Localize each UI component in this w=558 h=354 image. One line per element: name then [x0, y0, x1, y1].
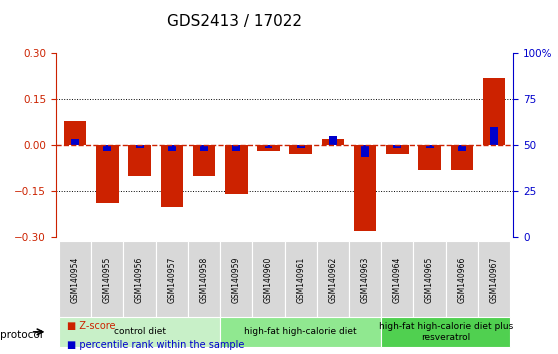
Text: GSM140959: GSM140959: [232, 256, 240, 303]
Bar: [393, 145, 401, 148]
Text: control diet: control diet: [114, 327, 166, 336]
Bar: [458, 145, 466, 151]
Bar: [483, 78, 506, 145]
Text: GSM140964: GSM140964: [393, 256, 402, 303]
Bar: [490, 127, 498, 145]
FancyBboxPatch shape: [413, 241, 446, 319]
Bar: [257, 145, 280, 151]
FancyBboxPatch shape: [220, 241, 252, 319]
Bar: [329, 136, 337, 145]
Text: GSM140960: GSM140960: [264, 256, 273, 303]
Bar: [64, 121, 86, 145]
Text: ■ Z-score: ■ Z-score: [67, 321, 116, 331]
FancyBboxPatch shape: [188, 241, 220, 319]
Text: protocol: protocol: [0, 330, 43, 339]
FancyBboxPatch shape: [285, 241, 317, 319]
Text: high-fat high-calorie diet: high-fat high-calorie diet: [244, 327, 357, 336]
Text: ■ percentile rank within the sample: ■ percentile rank within the sample: [67, 341, 244, 350]
Bar: [161, 145, 183, 206]
Text: GSM140957: GSM140957: [167, 256, 176, 303]
Bar: [136, 145, 143, 148]
Bar: [71, 139, 79, 145]
Bar: [450, 145, 473, 170]
Bar: [96, 145, 119, 204]
FancyBboxPatch shape: [156, 241, 188, 319]
Bar: [128, 145, 151, 176]
Bar: [193, 145, 215, 176]
Bar: [354, 145, 377, 231]
Bar: [225, 145, 248, 194]
Text: GSM140963: GSM140963: [360, 256, 369, 303]
Bar: [297, 145, 305, 148]
FancyBboxPatch shape: [92, 241, 123, 319]
Text: GSM140967: GSM140967: [489, 256, 498, 303]
Bar: [418, 145, 441, 170]
Bar: [264, 145, 272, 148]
Bar: [426, 145, 434, 148]
FancyBboxPatch shape: [381, 241, 413, 319]
Bar: [232, 145, 240, 151]
Text: GSM140955: GSM140955: [103, 256, 112, 303]
Text: GSM140958: GSM140958: [200, 257, 209, 303]
Bar: [321, 139, 344, 145]
Bar: [168, 145, 176, 151]
FancyBboxPatch shape: [381, 317, 510, 347]
Text: GSM140956: GSM140956: [135, 256, 144, 303]
Text: GDS2413 / 17022: GDS2413 / 17022: [167, 14, 302, 29]
FancyBboxPatch shape: [317, 241, 349, 319]
Bar: [361, 145, 369, 158]
Text: GSM140961: GSM140961: [296, 257, 305, 303]
FancyBboxPatch shape: [349, 241, 381, 319]
Text: GSM140965: GSM140965: [425, 256, 434, 303]
Text: GSM140962: GSM140962: [329, 257, 338, 303]
Bar: [290, 145, 312, 154]
FancyBboxPatch shape: [220, 317, 381, 347]
FancyBboxPatch shape: [59, 241, 92, 319]
FancyBboxPatch shape: [446, 241, 478, 319]
Bar: [200, 145, 208, 151]
FancyBboxPatch shape: [123, 241, 156, 319]
Bar: [386, 145, 408, 154]
Text: GSM140954: GSM140954: [71, 256, 80, 303]
Text: high-fat high-calorie diet plus
resveratrol: high-fat high-calorie diet plus resverat…: [378, 322, 513, 342]
FancyBboxPatch shape: [252, 241, 285, 319]
Text: GSM140966: GSM140966: [458, 256, 466, 303]
FancyBboxPatch shape: [478, 241, 510, 319]
Bar: [103, 145, 111, 151]
FancyBboxPatch shape: [59, 317, 220, 347]
